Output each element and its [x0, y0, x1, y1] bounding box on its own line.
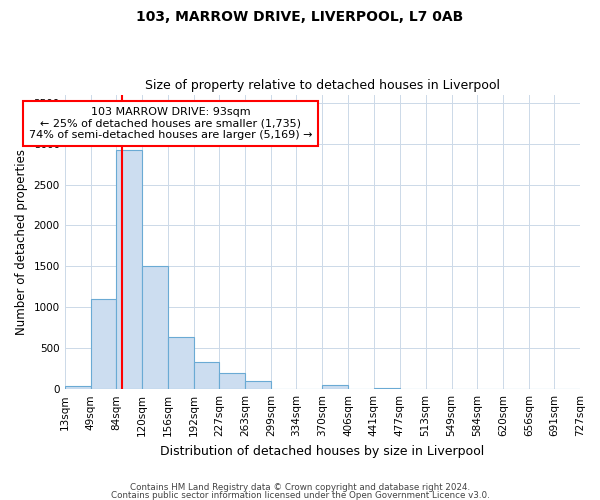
Bar: [65, 386, 91, 389]
Bar: [322, 384, 349, 389]
Text: 103 MARROW DRIVE: 93sqm
← 25% of detached houses are smaller (1,735)
74% of semi: 103 MARROW DRIVE: 93sqm ← 25% of detache…: [29, 107, 313, 140]
Text: Contains public sector information licensed under the Open Government Licence v3: Contains public sector information licen…: [110, 490, 490, 500]
Bar: [116, 150, 142, 389]
Bar: [194, 362, 219, 389]
Bar: [245, 380, 271, 389]
Bar: [219, 373, 245, 389]
Text: Contains HM Land Registry data © Crown copyright and database right 2024.: Contains HM Land Registry data © Crown c…: [130, 484, 470, 492]
Bar: [142, 266, 168, 389]
Text: 103, MARROW DRIVE, LIVERPOOL, L7 0AB: 103, MARROW DRIVE, LIVERPOOL, L7 0AB: [136, 10, 464, 24]
Bar: [374, 388, 400, 389]
Bar: [168, 337, 194, 389]
Title: Size of property relative to detached houses in Liverpool: Size of property relative to detached ho…: [145, 79, 500, 92]
X-axis label: Distribution of detached houses by size in Liverpool: Distribution of detached houses by size …: [160, 444, 484, 458]
Y-axis label: Number of detached properties: Number of detached properties: [15, 149, 28, 335]
Bar: [91, 299, 116, 389]
